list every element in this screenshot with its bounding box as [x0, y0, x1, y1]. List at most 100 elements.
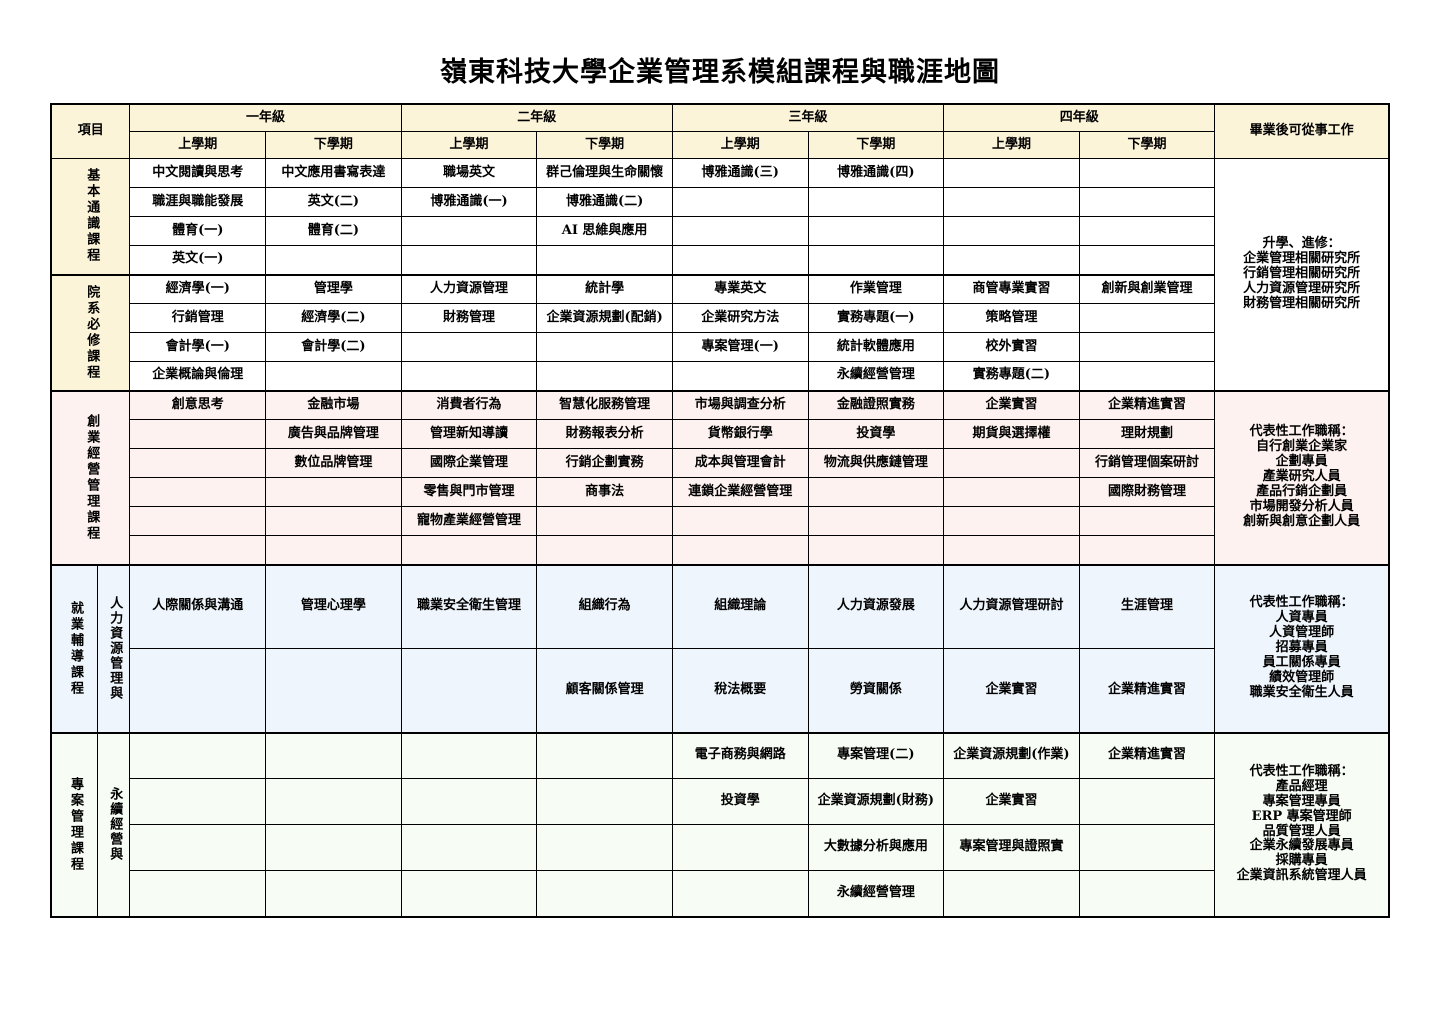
course-cell: 商管專業實習	[943, 273, 1080, 304]
career-line: 企業資訊系統管理人員	[1236, 868, 1367, 884]
career-line: 品質管理人員	[1262, 823, 1341, 839]
career-line: 創新與創意企劃人員	[1243, 513, 1361, 529]
header-semester-6: 下學期	[807, 131, 945, 159]
course-cell: 組織理論	[671, 563, 809, 649]
course-cell	[129, 648, 267, 733]
row-general-1: 基本通識課程 中文閱讀與思考 中文應用書寫表達 職場英文 群己倫理與生命關懷 博雅通識(三…	[50, 158, 1390, 391]
course-cell: 商事法	[536, 477, 673, 507]
course-cell: 實務專題(一)	[807, 303, 945, 333]
course-cell: 數位品牌管理	[265, 448, 402, 478]
course-cell: 經濟學(一)	[129, 273, 267, 304]
career-line: 專案管理專員	[1262, 793, 1341, 809]
header-career-label: 畢業後可從事工作	[1214, 103, 1390, 159]
course-cell	[265, 824, 402, 871]
section-sublabel-hr: 人力資源管理與	[97, 563, 130, 733]
course-cell: 連鎖企業經營管理	[671, 477, 809, 507]
course-cell: 智慧化服務管理	[536, 389, 673, 420]
row-entre-6	[51, 535, 1389, 565]
career-line: 財務管理相關研究所	[1243, 295, 1361, 311]
course-cell	[671, 870, 809, 917]
header-year-4: 四年級	[943, 103, 1216, 132]
course-cell	[1078, 361, 1216, 391]
course-cell	[1078, 824, 1216, 871]
career-line: 代表性工作職稱：	[1249, 763, 1354, 779]
row-hr-1: 就業輔導課程 人力資源管理與 人際關係與溝通 管理心理學 職業安全衛生管理 組織行為 組織理…	[50, 563, 1390, 733]
section-label-core: 院系必修課程	[50, 273, 131, 391]
page-title: 嶺東科技大學企業管理系模組課程與職涯地圖	[440, 57, 1000, 88]
course-cell: 英文(一)	[129, 245, 267, 275]
course-cell: 理財規劃	[1078, 419, 1216, 449]
career-line: 採購專員	[1275, 853, 1328, 869]
course-cell	[265, 245, 402, 275]
course-cell: 統計學	[536, 273, 673, 304]
course-cell	[400, 648, 538, 733]
section-sublabel-pm: 永續經營與	[97, 731, 130, 917]
row-entre-4: 零售與門市管理 商事法 連鎖企業經營管理 國際財務管理	[51, 477, 1389, 507]
career-cell-pm: 代表性工作職稱： 產品經理 專案管理專員 ERP 專案管理師 品質管理人員 企業永續發展專…	[1214, 731, 1390, 917]
course-cell: 管理心理學	[265, 563, 402, 649]
course-cell: 勞資關係	[807, 648, 945, 733]
course-cell: 企業資源規劃(財務)	[807, 778, 945, 825]
course-cell: 顧客關係管理	[536, 648, 673, 733]
career-line: 代表性工作職稱：	[1249, 424, 1354, 440]
course-cell	[807, 187, 945, 217]
course-cell	[807, 506, 945, 536]
row-pm-4: 永續經營管理	[51, 870, 1389, 917]
header-semester-1: 上學期	[129, 131, 267, 159]
course-cell	[129, 448, 267, 478]
row-hr-2: 顧客關係管理 稅法概要 勞資關係 企業實習 企業精進實習	[51, 648, 1389, 733]
course-cell: 策略管理	[943, 303, 1080, 333]
career-line: 產業研究人員	[1262, 469, 1341, 485]
course-cell: 人力資源管理	[400, 273, 538, 304]
course-cell	[1078, 245, 1216, 275]
course-cell	[400, 332, 538, 362]
course-cell	[129, 419, 267, 449]
course-cell: 專業英文	[671, 273, 809, 304]
course-cell	[807, 477, 945, 507]
course-cell	[265, 477, 402, 507]
course-cell: 體育(一)	[129, 216, 267, 246]
course-cell: 財務報表分析	[536, 419, 673, 449]
course-cell: 寵物產業經營管理	[400, 506, 538, 536]
course-cell: 企業實習	[943, 389, 1080, 420]
row-pm-2: 投資學 企業資源規劃(財務) 企業實習	[51, 778, 1389, 825]
row-core-1: 院系必修課程 經濟學(一) 管理學 人力資源管理 統計學 專業英文 作業管理 商管專業實習 創新…	[50, 273, 1389, 391]
course-cell	[1078, 332, 1216, 362]
course-cell: 中文閱讀與思考	[129, 158, 267, 188]
section-label-entre: 創業經營管理課程	[50, 389, 131, 565]
course-cell	[400, 245, 538, 275]
course-cell: 金融證照實務	[807, 389, 945, 420]
career-line: 市場開發分析人員	[1249, 498, 1354, 514]
course-cell: 行銷企劃實務	[536, 448, 673, 478]
course-cell	[265, 361, 402, 391]
course-cell	[536, 778, 673, 825]
course-cell	[943, 448, 1080, 478]
course-cell: 企業資源規劃(作業)	[943, 731, 1080, 779]
header-year-3: 三年級	[671, 103, 945, 132]
course-cell	[943, 158, 1080, 188]
course-cell	[400, 778, 538, 825]
course-cell: 期貨與選擇權	[943, 419, 1080, 449]
course-cell	[1078, 187, 1216, 217]
row-general-4: 英文(一)	[51, 245, 1389, 275]
row-general-3: 體育(一) 體育(二) AI 思維與應用	[51, 216, 1389, 246]
course-cell: 專案管理(二)	[807, 731, 945, 779]
course-cell	[1078, 870, 1216, 917]
course-cell: 永續經營管理	[807, 361, 945, 391]
course-cell: 專案管理與證照實	[943, 824, 1080, 871]
course-cell	[129, 535, 267, 565]
course-cell: 專案管理(一)	[671, 332, 809, 362]
career-line: 產品行銷企劃員	[1256, 483, 1348, 499]
course-cell: 生涯管理	[1078, 563, 1216, 649]
course-cell: 企業資源規劃(配銷)	[536, 303, 673, 333]
row-general-2: 職涯與職能發展 英文(二) 博雅通識(一) 博雅通識(二)	[51, 187, 1389, 217]
course-cell	[536, 332, 673, 362]
row-pm-1: 專案管理課程 永續經營與 電子商務與網路 專案管理(二) 企業資源規劃(作業) 企業精進實…	[50, 731, 1390, 917]
section-label-hr: 就業輔導課程	[50, 563, 99, 733]
course-cell: 博雅通識(三)	[671, 158, 809, 188]
course-cell: 消費者行為	[400, 389, 538, 420]
course-cell	[265, 731, 402, 779]
header-row-semesters: 上學期 下學期 上學期 下學期 上學期 下學期 上學期 下學期	[51, 131, 1389, 159]
course-cell	[943, 506, 1080, 536]
